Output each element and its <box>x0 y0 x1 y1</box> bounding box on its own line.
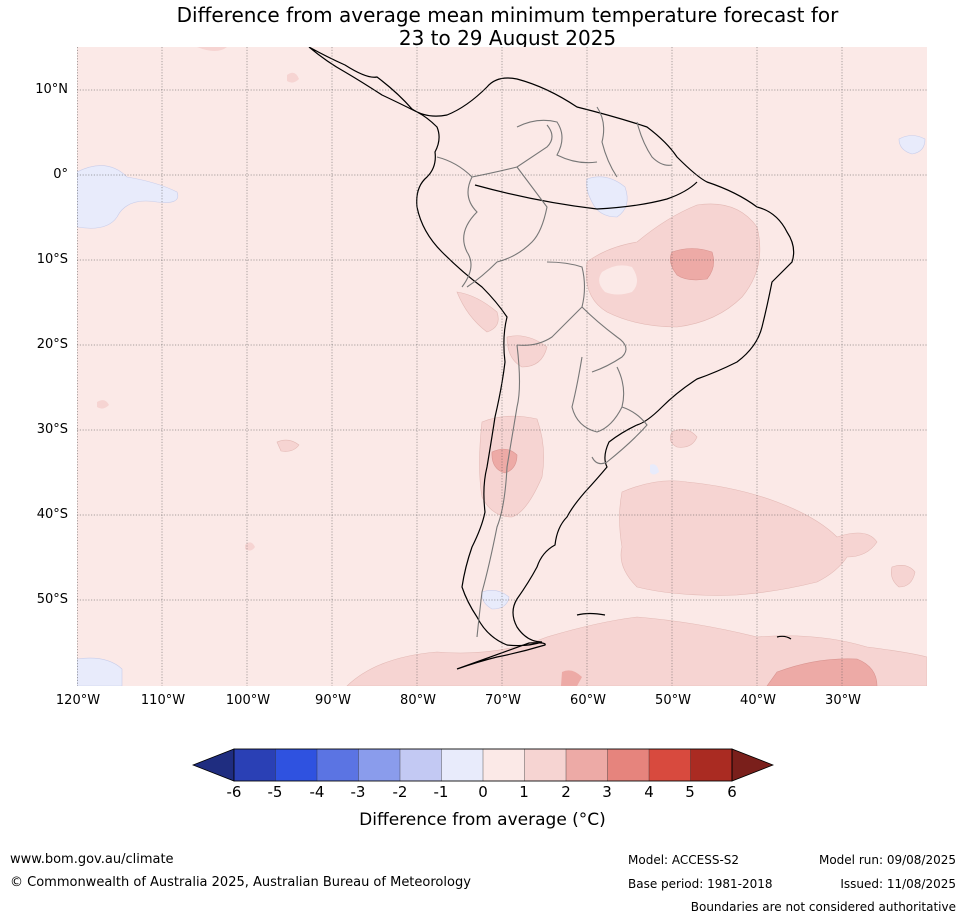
colorbar-tick: 4 <box>644 783 654 801</box>
colorbar-cell <box>358 748 401 782</box>
lon-label: 80°W <box>400 693 436 708</box>
model-run-text: Model run: 09/08/2025 <box>818 853 956 867</box>
colorbar-cell <box>316 748 359 782</box>
disclaimer-text: Boundaries are not considered authoritat… <box>690 900 956 914</box>
colorbar-tick: 0 <box>478 783 488 801</box>
lat-label: 10°N <box>35 82 68 97</box>
lon-label: 100°W <box>225 693 271 708</box>
forecast-map <box>77 47 927 686</box>
colorbar-tick: 1 <box>519 783 529 801</box>
colorbar-label: Difference from average (°C) <box>359 810 606 830</box>
colorbar-tick: -3 <box>350 783 366 801</box>
colorbar-tick: 3 <box>602 783 612 801</box>
colorbar-tick: -4 <box>309 783 325 801</box>
issued-text: Issued: 11/08/2025 <box>840 877 956 891</box>
title-line-1: Difference from average mean minimum tem… <box>176 3 839 27</box>
colorbar-tick: -5 <box>267 783 283 801</box>
colorbar-tick: 6 <box>727 783 737 801</box>
copyright-text: © Commonwealth of Australia 2025, Austra… <box>10 875 471 890</box>
colorbar-cell <box>524 748 567 782</box>
country-boundaries <box>436 106 673 638</box>
colorbar-cell <box>607 748 650 782</box>
colorbar-cell <box>275 748 318 782</box>
colorbar-cell <box>648 748 691 782</box>
colorbar <box>192 748 774 782</box>
colorbar-cell <box>399 748 442 782</box>
colorbar-tick: 5 <box>685 783 695 801</box>
lon-label: 40°W <box>740 693 776 708</box>
colorbar-cells <box>192 748 774 782</box>
colorbar-cell <box>565 748 608 782</box>
lat-label: 0° <box>53 167 68 182</box>
colorbar-tick: -2 <box>392 783 408 801</box>
coastline <box>308 47 795 670</box>
graticule <box>77 47 927 686</box>
cool-anomaly-regions <box>77 135 926 686</box>
base-period-text: Base period: 1981-2018 <box>628 877 773 891</box>
lon-label: 70°W <box>485 693 521 708</box>
warm-anomaly-regions <box>97 47 927 686</box>
lon-label: 60°W <box>570 693 606 708</box>
colorbar-tick: 2 <box>561 783 571 801</box>
lat-label: 20°S <box>36 337 68 352</box>
lon-label: 90°W <box>315 693 351 708</box>
colorbar-tick: -1 <box>433 783 449 801</box>
colorbar-frame <box>233 748 733 782</box>
lon-label: 110°W <box>140 693 186 708</box>
lon-label: 50°W <box>655 693 691 708</box>
lat-label: 50°S <box>36 592 68 607</box>
model-text: Model: ACCESS-S2 <box>628 853 740 867</box>
lat-label: 40°S <box>36 507 68 522</box>
colorbar-cell <box>233 748 276 782</box>
lat-label: 30°S <box>36 422 68 437</box>
map-title: Difference from average mean minimum tem… <box>0 4 965 50</box>
colorbar-cell <box>690 748 733 782</box>
colorbar-cell <box>441 748 484 782</box>
website-link[interactable]: www.bom.gov.au/climate <box>10 852 174 867</box>
colorbar-cell <box>482 748 525 782</box>
title-line-2: 23 to 29 August 2025 <box>398 26 617 50</box>
lon-label: 30°W <box>825 693 861 708</box>
lat-label: 10°S <box>36 252 68 267</box>
lon-label: 120°W <box>55 693 101 708</box>
colorbar-tick: -6 <box>226 783 242 801</box>
colorbar-extend-low <box>192 748 235 782</box>
colorbar-extend-high <box>731 748 774 782</box>
